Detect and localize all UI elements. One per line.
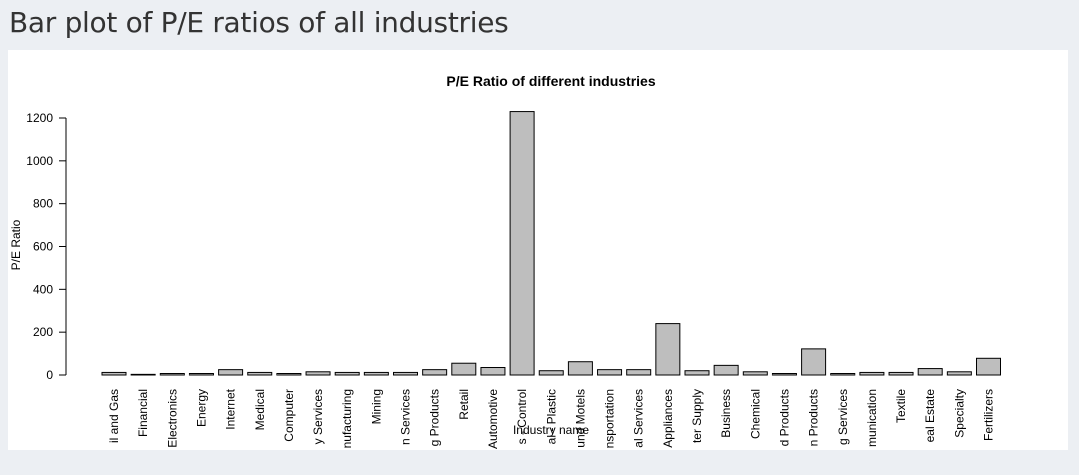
y-tick-label: 200 <box>33 325 53 339</box>
x-tick-label: al Services <box>632 389 646 448</box>
x-tick-label: Textile <box>894 389 908 423</box>
bar <box>159 373 185 376</box>
y-tick-label: 1200 <box>26 111 53 125</box>
x-tick-label: nufacturing <box>340 389 354 448</box>
bar <box>976 357 1001 376</box>
bar <box>305 371 331 376</box>
bar <box>422 369 448 376</box>
bar <box>334 371 360 376</box>
y-tick-label: 0 <box>46 368 53 382</box>
bar <box>888 371 914 376</box>
x-tick-label: g Products <box>428 389 442 446</box>
x-tick-label: Chemical <box>748 389 762 439</box>
x-tick-label: il and Gas <box>107 389 121 443</box>
bar <box>567 361 593 376</box>
x-tick-label: d Products <box>777 389 791 446</box>
bar <box>130 373 156 376</box>
bar <box>917 368 943 376</box>
x-tick-label: g Services <box>836 389 850 445</box>
bar <box>655 323 681 376</box>
x-tick-label: s - Control <box>515 389 529 444</box>
x-tick-label: Computer <box>282 389 296 442</box>
x-tick-label: Fertilizers <box>982 389 996 441</box>
x-tick-label: Retail <box>457 389 471 420</box>
y-axis-ticks: 0 200 400 600 800 1000 1200 <box>26 111 66 382</box>
bar-chart: P/E Ratio of different industries P/E Ra… <box>9 73 1001 449</box>
x-tick-label: n Services <box>399 389 413 445</box>
bar <box>946 371 972 376</box>
x-tick-label: Electronics <box>165 389 179 448</box>
y-tick-label: 800 <box>33 197 53 211</box>
page-title: Bar plot of P/E ratios of all industries <box>9 6 509 39</box>
bar <box>363 371 389 376</box>
x-tick-label: Medical <box>253 389 267 430</box>
x-tick-label: ter Supply <box>690 389 704 443</box>
y-tick-label: 1000 <box>26 154 53 168</box>
x-tick-label: Specialty <box>952 389 966 438</box>
bar <box>830 373 856 376</box>
bar <box>451 362 477 376</box>
x-tick-label: Financial <box>136 389 150 437</box>
bar <box>597 369 623 376</box>
bar <box>218 369 244 376</box>
x-tick-label: munication <box>865 389 879 447</box>
bar <box>276 373 302 376</box>
x-axis-label: Industry name <box>513 423 589 437</box>
bar <box>538 370 564 376</box>
x-tick-label: y Services <box>311 389 325 444</box>
x-tick-label: Energy <box>194 389 208 427</box>
bar <box>859 371 885 376</box>
y-axis-label: P/E Ratio <box>9 219 23 270</box>
bar <box>713 364 739 376</box>
x-tick-label: al - Plastic <box>544 389 558 444</box>
bar <box>801 348 827 376</box>
bar <box>393 371 418 376</box>
bar <box>684 370 710 376</box>
chart-title: P/E Ratio of different industries <box>446 73 655 89</box>
y-tick-label: 400 <box>33 282 53 296</box>
x-tick-labels: il and Gas Financial Electronics Energy Inte… <box>107 388 996 449</box>
bar <box>247 371 273 376</box>
x-tick-label: Mining <box>369 389 383 424</box>
x-tick-label: Internet <box>224 388 238 429</box>
x-tick-label: Appliances <box>661 389 675 448</box>
x-tick-label: Business <box>719 389 733 438</box>
bar <box>509 111 535 376</box>
bar <box>771 373 797 376</box>
bar <box>626 369 652 376</box>
x-tick-label: n Products <box>807 389 821 446</box>
y-tick-label: 600 <box>33 240 53 254</box>
plot-panel: P/E Ratio of different industries P/E Ra… <box>8 50 1068 450</box>
bar <box>101 371 127 376</box>
bar <box>742 371 768 376</box>
x-tick-label: und Motels <box>573 389 587 448</box>
bars <box>101 111 1001 376</box>
bar <box>480 367 506 376</box>
x-tick-label: eal Estate <box>923 389 937 443</box>
x-tick-label: nsportation <box>603 389 617 448</box>
x-tick-label: Automotive <box>486 389 500 449</box>
bar <box>188 373 214 376</box>
